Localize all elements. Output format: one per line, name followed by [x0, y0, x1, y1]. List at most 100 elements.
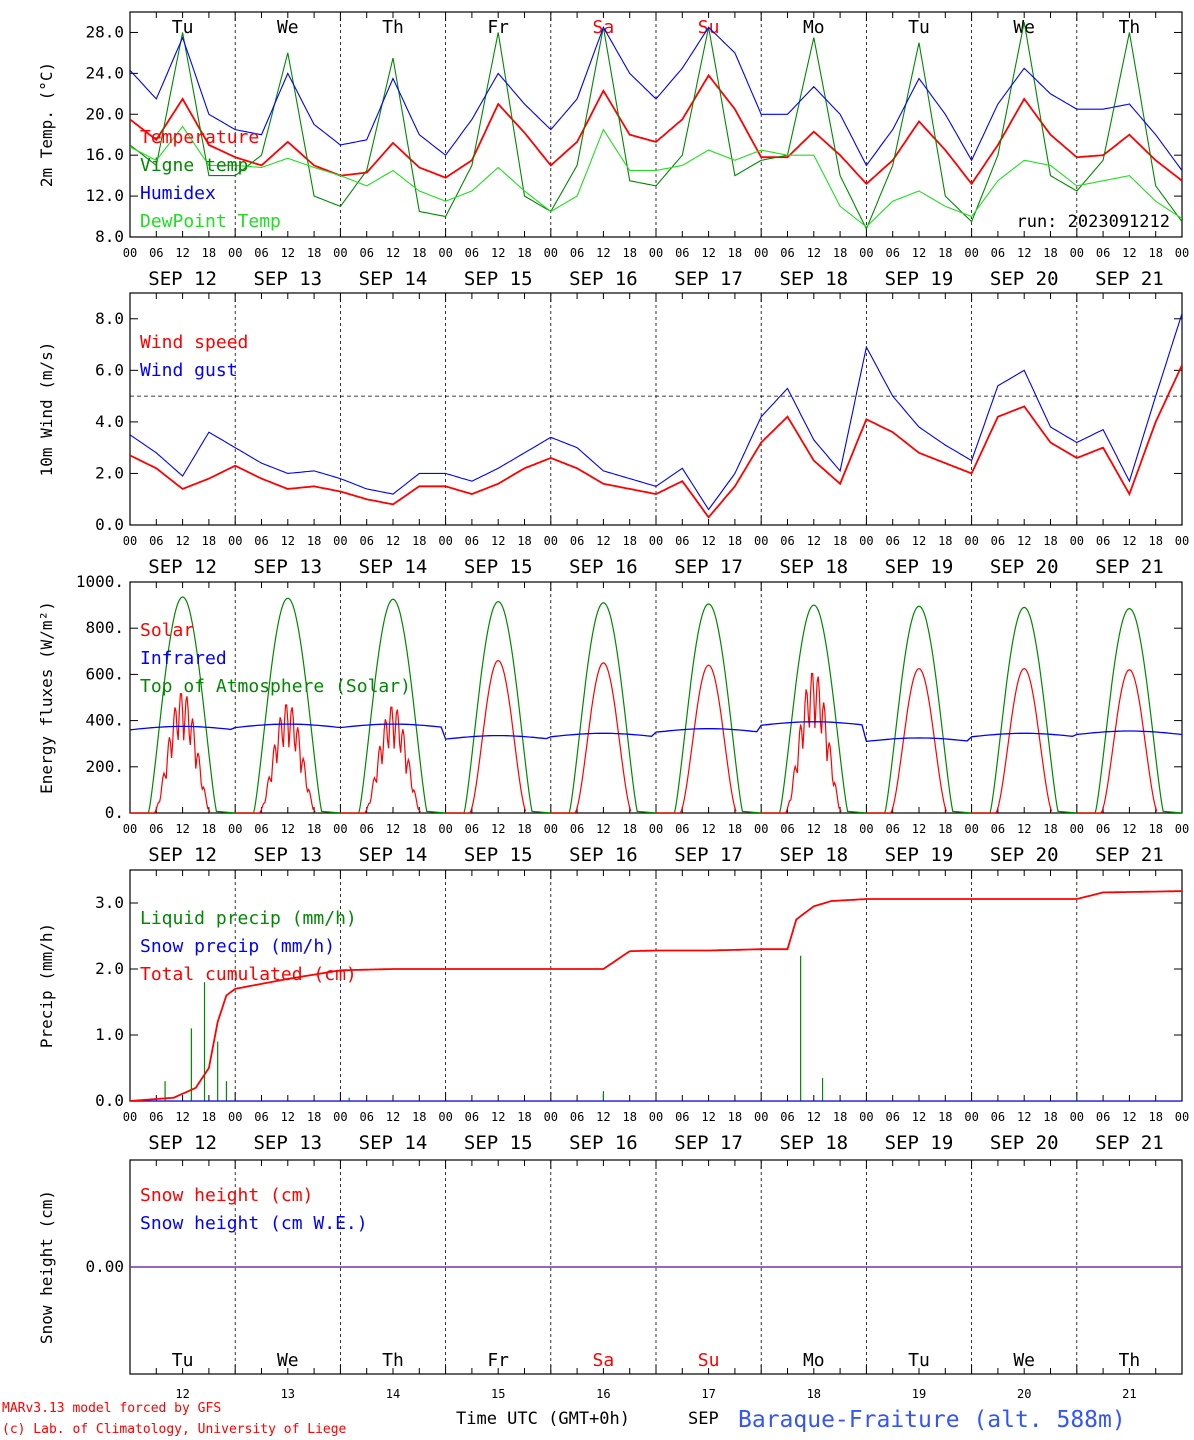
- hour-tick-label: 18: [202, 822, 216, 836]
- y-tick-label: 16.0: [85, 145, 124, 164]
- hour-tick-label: 06: [149, 1110, 163, 1124]
- hour-tick-label: 00: [1070, 822, 1084, 836]
- credit-model: MARv3.13 model forced by GFS: [2, 1401, 221, 1416]
- hour-tick-label: 00: [1175, 534, 1189, 548]
- y-tick-label: 0.: [105, 803, 124, 822]
- date-label: SEP 12: [148, 556, 217, 578]
- hour-tick-label: 18: [412, 1110, 426, 1124]
- hour-tick-label: 00: [1070, 246, 1084, 260]
- total-cumulated-line: [130, 890, 1182, 1101]
- hour-tick-label: 12: [701, 1110, 715, 1124]
- date-label: SEP 16: [569, 844, 638, 866]
- hour-tick-label: 00: [649, 246, 663, 260]
- hour-tick-label: 12: [1017, 246, 1031, 260]
- day-number-label: 14: [386, 1387, 400, 1401]
- hour-tick-label: 12: [912, 822, 926, 836]
- toa-solar-curve: [340, 598, 446, 813]
- day-number-label: 20: [1017, 1387, 1031, 1401]
- hour-tick-label: 00: [544, 246, 558, 260]
- run-label: run: 2023091212: [1016, 212, 1170, 232]
- date-label: SEP 18: [779, 268, 848, 290]
- hour-tick-label: 06: [780, 822, 794, 836]
- hour-tick-label: 18: [202, 246, 216, 260]
- day-name-label: Mo: [803, 17, 825, 38]
- hour-tick-label: 12: [807, 822, 821, 836]
- hour-tick-label: 18: [412, 246, 426, 260]
- y-tick-label: 12.0: [85, 186, 124, 205]
- hour-tick-label: 12: [596, 246, 610, 260]
- series-group: [130, 313, 1182, 519]
- solar-curve: [656, 664, 737, 813]
- hour-tick-label: 06: [885, 246, 899, 260]
- hour-tick-label: 12: [807, 246, 821, 260]
- hour-tick-label: 00: [964, 246, 978, 260]
- hour-tick-label: 12: [912, 534, 926, 548]
- legend-entry: Snow precip (mm/h): [140, 936, 335, 957]
- y-tick-label: 600.: [85, 664, 124, 683]
- series-line-2: [130, 25, 1182, 171]
- hour-tick-label: 00: [649, 822, 663, 836]
- day-number-label: 17: [701, 1387, 715, 1401]
- hour-tick-label: 12: [491, 246, 505, 260]
- y-tick-label: 4.0: [95, 412, 124, 431]
- hour-tick-label: 06: [675, 1110, 689, 1124]
- y-tick-label: 2.0: [95, 463, 124, 482]
- hour-tick-label: 00: [1175, 246, 1189, 260]
- toa-solar-curve: [656, 603, 762, 813]
- y-axis-label: Energy fluxes (W/m²): [37, 601, 56, 794]
- day-name-label: Fr: [487, 1350, 509, 1371]
- panel-temp: 8.0 12.0 16.0 20.0 24.0 28.0 2m Temp. (°C) 00 06…: [37, 11, 1189, 290]
- hour-tick-label: 18: [622, 822, 636, 836]
- y-tick-label: 0.0: [95, 515, 124, 534]
- hour-tick-label: 06: [465, 246, 479, 260]
- hour-tick-label: 06: [991, 246, 1005, 260]
- hour-tick-label: 00: [544, 822, 558, 836]
- hour-tick-label: 00: [544, 534, 558, 548]
- hour-tick-label: 12: [386, 534, 400, 548]
- day-name-label: We: [277, 1350, 299, 1371]
- day-name-label: We: [277, 17, 299, 38]
- hour-tick-label: 06: [570, 1110, 584, 1124]
- hour-tick-label: 12: [807, 1110, 821, 1124]
- series-line-1: [130, 313, 1182, 511]
- hour-tick-label: 18: [412, 534, 426, 548]
- hour-tick-label: 12: [281, 246, 295, 260]
- y-tick-label: 400.: [85, 711, 124, 730]
- date-label: SEP 14: [359, 844, 428, 866]
- hour-tick-label: 18: [517, 534, 531, 548]
- legend-entry: DewPoint Temp: [140, 211, 281, 232]
- month-label: SEP: [688, 1409, 719, 1429]
- toa-solar-curve: [445, 600, 551, 813]
- hour-tick-label: 00: [859, 246, 873, 260]
- solar-curve: [235, 704, 316, 813]
- date-label: SEP 13: [253, 268, 322, 290]
- date-label: SEP 18: [779, 844, 848, 866]
- hour-tick-label: 18: [1043, 1110, 1057, 1124]
- hour-tick-label: 06: [885, 822, 899, 836]
- date-label: SEP 12: [148, 268, 217, 290]
- solar-curve: [550, 662, 632, 813]
- date-label: SEP 13: [253, 844, 322, 866]
- date-label: SEP 15: [464, 268, 533, 290]
- hour-tick-label: 06: [780, 534, 794, 548]
- day-name-label: Tu: [172, 17, 194, 38]
- date-label: SEP 14: [359, 268, 428, 290]
- hour-tick-label: 06: [254, 1110, 268, 1124]
- hour-tick-label: 18: [307, 822, 321, 836]
- hour-tick-label: 06: [991, 822, 1005, 836]
- legend-entry: Snow height (cm W.E.): [140, 1213, 368, 1234]
- hour-tick-label: 18: [728, 246, 742, 260]
- date-label: SEP 15: [464, 844, 533, 866]
- hour-tick-label: 06: [675, 822, 689, 836]
- hour-tick-label: 06: [254, 822, 268, 836]
- toa-solar-curve: [550, 602, 657, 813]
- hour-tick-label: 12: [701, 822, 715, 836]
- date-label: SEP 21: [1095, 1132, 1164, 1154]
- y-tick-label: 0.0: [95, 1091, 124, 1110]
- hour-tick-label: 18: [1043, 534, 1057, 548]
- legend-entry: Infrared: [140, 648, 227, 669]
- day-name-label: Su: [698, 1350, 720, 1371]
- date-label: SEP 15: [464, 556, 533, 578]
- date-label: SEP 19: [885, 844, 954, 866]
- hour-tick-label: 12: [1017, 534, 1031, 548]
